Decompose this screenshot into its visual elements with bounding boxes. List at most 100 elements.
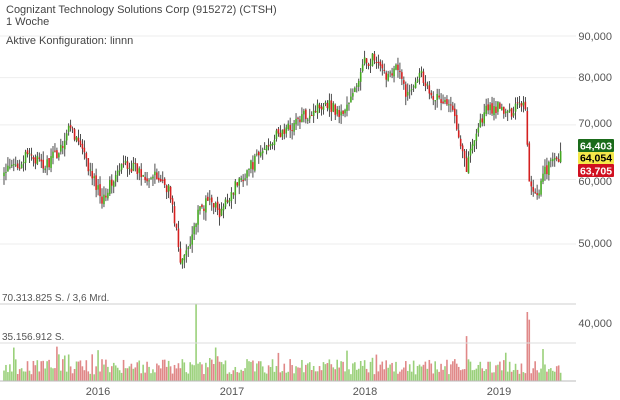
volume-bar (183, 362, 186, 381)
candle-body (236, 182, 239, 186)
volume-bar (24, 371, 27, 381)
candle-body (524, 101, 527, 110)
candle-body (397, 64, 399, 71)
candle-body (403, 80, 405, 84)
candle-body (350, 96, 352, 103)
volume-bar (46, 361, 48, 381)
price-tag-high-bg (578, 139, 614, 152)
candle-body (156, 172, 158, 180)
volume-bar (222, 364, 225, 381)
candle-body (410, 89, 413, 91)
config-label: Aktive Konfiguration: linnn (6, 35, 133, 47)
volume-max-label: 70.313.825 S. / 3,6 Mrd. (2, 293, 109, 304)
volume-bar (418, 364, 421, 381)
volume-bar (408, 364, 411, 381)
candle-body (75, 136, 78, 141)
volume-bar (120, 372, 123, 381)
volume-bar (236, 372, 239, 381)
volume-bar (430, 363, 433, 381)
candle-body (385, 72, 387, 80)
volume-bar (126, 368, 129, 381)
candle-body (493, 106, 495, 116)
volume-bar (136, 362, 139, 381)
volume-bar (256, 363, 258, 381)
volume-bar (181, 359, 184, 381)
candle-body (144, 176, 146, 181)
candle-body (538, 193, 540, 196)
candle-body (252, 162, 254, 170)
candle-body (95, 175, 97, 190)
candle-body (303, 110, 305, 115)
candle-body (289, 125, 291, 130)
volume-bar (54, 368, 56, 381)
volume-bar (252, 360, 254, 381)
candle-body (497, 101, 499, 112)
candle-body (389, 72, 391, 74)
volume-bar (422, 364, 425, 381)
candle-body (132, 162, 135, 171)
price-tag-last-bg (578, 152, 614, 164)
volume-bar (71, 373, 74, 381)
volume-bar (187, 373, 190, 381)
volume-bar (269, 366, 272, 381)
candle-body (526, 110, 529, 145)
volume-bar (454, 359, 456, 381)
volume-bar (185, 372, 188, 381)
candle-body (87, 158, 90, 172)
candle-body (477, 127, 480, 133)
candle-body (7, 165, 9, 172)
volume-bar (5, 364, 7, 381)
candle-body (479, 119, 482, 127)
volume-bar (501, 370, 503, 381)
volume-bar (216, 356, 219, 381)
candle-body (510, 108, 513, 117)
volume-bar (99, 371, 101, 381)
volume-bar (263, 372, 266, 381)
volume-bar (34, 365, 37, 381)
volume-bar (197, 363, 199, 381)
candle-body (279, 132, 282, 138)
candle-body (267, 145, 270, 147)
candle-body (305, 109, 307, 120)
candle-body (487, 104, 489, 111)
volume-bar (258, 361, 260, 381)
candle-body (495, 106, 497, 114)
candle-body (112, 181, 115, 188)
volume-bar (285, 372, 288, 381)
candle-body (422, 71, 425, 83)
candle-body (504, 111, 507, 114)
volume-bar (116, 367, 119, 381)
candle-body (518, 103, 521, 105)
volume-bar (16, 374, 19, 381)
y-tick-label: 70,000 (578, 118, 612, 130)
volume-bar (544, 364, 546, 381)
volume-bar (259, 361, 262, 381)
candle-body (414, 81, 417, 89)
volume-bar (75, 361, 78, 381)
volume-bar (436, 369, 438, 381)
candle-body (432, 96, 435, 100)
volume-bar (450, 364, 452, 381)
volume-bar (493, 372, 495, 381)
candle-body (324, 102, 327, 105)
candle-body (189, 244, 191, 247)
volume-bar (499, 361, 501, 381)
volume-bar (336, 359, 338, 381)
candle-body (434, 100, 436, 102)
volume-bar (395, 361, 397, 381)
volume-bar (485, 369, 487, 381)
candle-body (534, 191, 536, 193)
volume-bar (242, 370, 244, 381)
volume-bar (128, 366, 131, 381)
candle-body (13, 164, 15, 166)
volume-bar (467, 359, 470, 381)
volume-bar (210, 359, 213, 381)
volume-bar (179, 368, 182, 381)
volume-bar (36, 360, 39, 381)
candle-body (401, 72, 403, 79)
volume-bar (391, 362, 393, 381)
candle-body (514, 103, 517, 112)
volume-bar (452, 361, 454, 381)
volume-bar (344, 371, 346, 381)
